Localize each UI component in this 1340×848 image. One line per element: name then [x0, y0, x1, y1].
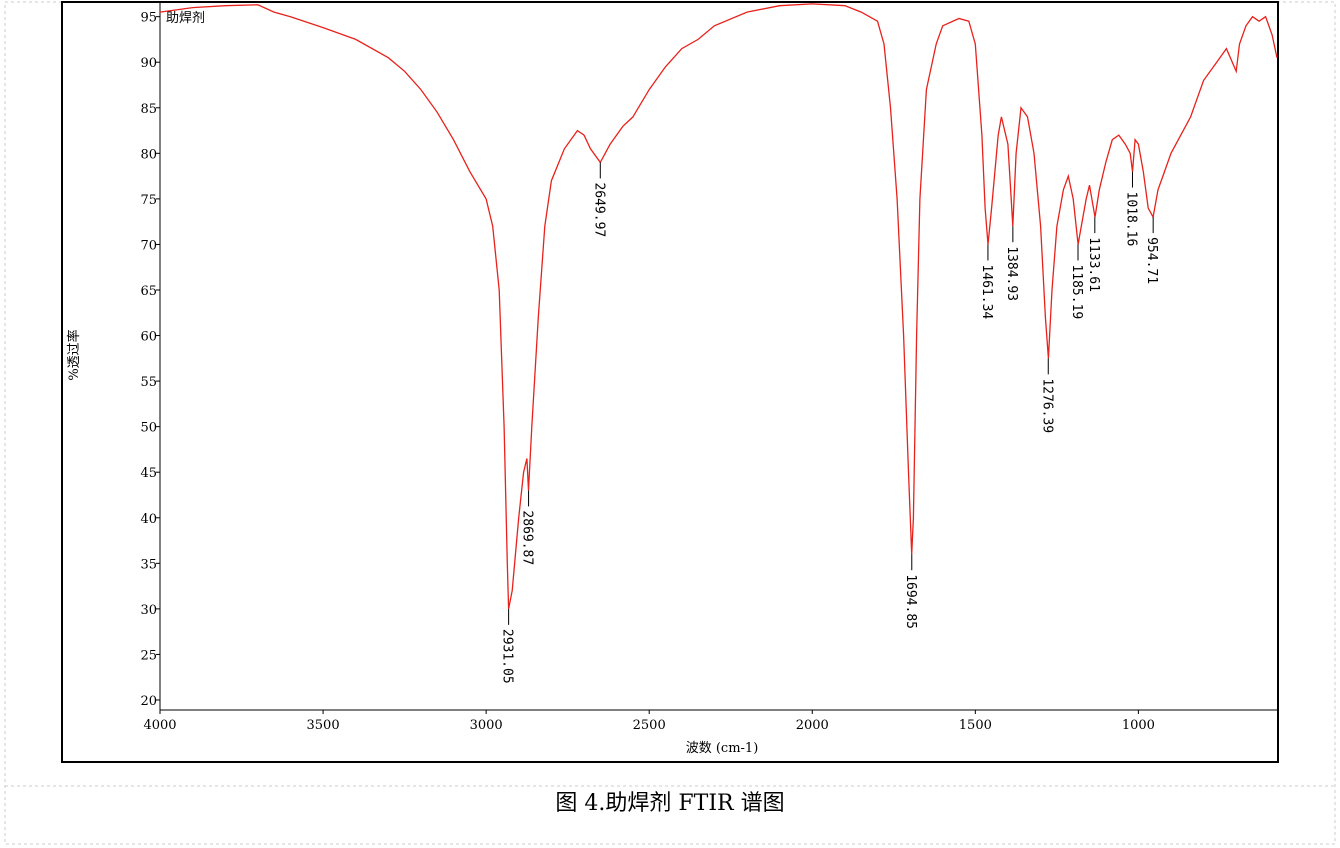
- y-tick-label: 85: [140, 102, 157, 117]
- peak-label: 2931.05: [500, 629, 515, 684]
- peak-label: 2869.87: [520, 510, 535, 565]
- y-tick-label: 45: [140, 466, 157, 481]
- x-tick-label: 3000: [470, 718, 503, 733]
- peak-label: 1276.39: [1039, 378, 1054, 433]
- peak-label: 954.71: [1144, 237, 1159, 284]
- x-tick-label: 4000: [143, 718, 176, 733]
- x-tick-label: 2000: [796, 718, 829, 733]
- peak-label: 1461.34: [979, 264, 994, 319]
- peak-label: 1018.16: [1123, 192, 1138, 247]
- y-tick-label: 60: [140, 330, 157, 345]
- y-tick-label: 40: [140, 512, 157, 527]
- y-tick-label: 50: [140, 421, 157, 436]
- peak-label: 1133.61: [1086, 237, 1101, 292]
- y-tick-label: 55: [140, 375, 157, 390]
- y-tick-label: 30: [140, 603, 157, 618]
- y-tick-label: 35: [140, 557, 157, 572]
- y-axis-label: %透过率: [66, 329, 82, 380]
- y-tick-label: 20: [140, 694, 157, 709]
- x-tick-label: 2500: [633, 718, 666, 733]
- y-tick-label: 90: [140, 56, 157, 71]
- legend-label: 助焊剂: [166, 10, 205, 26]
- x-tick-label: 1500: [959, 718, 992, 733]
- chart-frame: [61, 1, 1279, 763]
- y-tick-label: 80: [140, 147, 157, 162]
- caption: 图 4.助焊剂 FTIR 谱图: [555, 791, 784, 816]
- spectrum-line: [159, 3, 1278, 610]
- y-tick-label: 65: [140, 284, 157, 299]
- y-tick-label: 70: [140, 238, 157, 253]
- y-tick-label: 75: [140, 193, 157, 208]
- y-tick-label: 95: [140, 11, 157, 26]
- x-tick-label: 3500: [307, 718, 340, 733]
- y-tick-label: 25: [140, 648, 157, 663]
- x-tick-label: 1000: [1122, 718, 1155, 733]
- peak-label: 1694.85: [903, 574, 918, 629]
- x-axis-label: 波数 (cm-1): [686, 741, 759, 756]
- peak-label: 1384.93: [1004, 246, 1019, 301]
- peak-label: 1185.19: [1069, 264, 1084, 319]
- peak-label: 2649.97: [591, 182, 606, 237]
